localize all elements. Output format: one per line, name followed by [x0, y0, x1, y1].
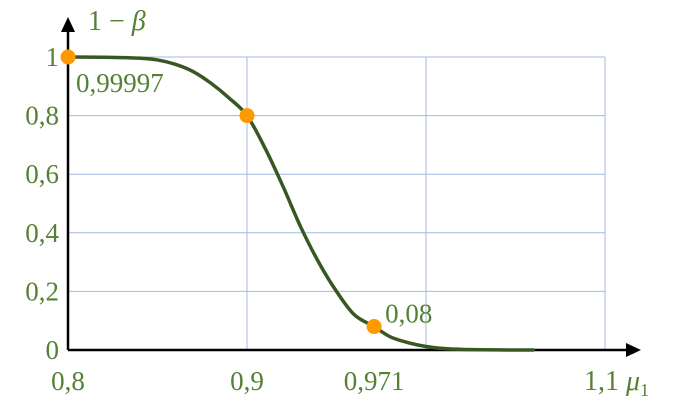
x-axis-title-mu: μ: [625, 366, 640, 397]
y-tick-label: 0,8: [25, 101, 59, 131]
y-axis-title-main: 1 −: [88, 6, 132, 37]
y-axis-title: 1 − β: [88, 6, 146, 37]
y-tick-label: 1: [46, 42, 60, 72]
point-labels: 0,99997 0,08: [76, 68, 432, 329]
power-curve-line: [66, 55, 536, 352]
highlighted-point: [60, 49, 76, 65]
x-axis-title-subscript: 1: [640, 380, 649, 400]
point-value-label: 0,08: [385, 299, 432, 329]
highlighted-point: [366, 319, 382, 335]
x-tick-label: 0,971: [344, 366, 405, 396]
y-tick-label: 0,2: [25, 276, 59, 306]
x-tick-labels: 0,8 0,9 0,971: [51, 366, 404, 396]
highlighted-point: [239, 108, 255, 124]
point-value-label: 0,99997: [76, 68, 164, 98]
highlighted-points: [60, 49, 382, 335]
x-axis-arrowhead: [626, 343, 641, 357]
y-tick-label: 0: [46, 335, 60, 365]
y-tick-label: 0,6: [25, 159, 59, 189]
y-axis-arrowhead: [61, 17, 75, 32]
grid: [68, 56, 606, 350]
x-axis-title: 1,1 μ1: [584, 366, 649, 400]
x-tick-label: 0,9: [230, 366, 264, 396]
y-axis-title-beta: β: [131, 6, 146, 37]
x-tick-label: 0,8: [51, 366, 85, 396]
y-tick-label: 0,4: [25, 218, 59, 248]
x-axis-title-main: 1,1: [584, 366, 626, 397]
y-tick-labels: 0 0,2 0,4 0,6 0,8 1: [25, 42, 59, 365]
